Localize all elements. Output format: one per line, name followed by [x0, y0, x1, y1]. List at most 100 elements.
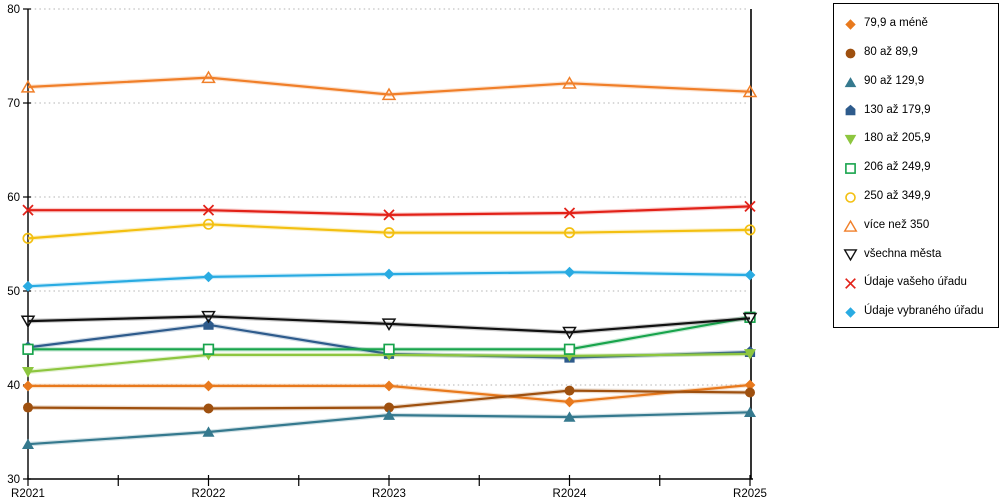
triangle-down-marker-icon: [201, 310, 216, 324]
legend-label: více než 350: [864, 218, 930, 231]
circle-marker-icon: [384, 402, 394, 413]
pentagon-marker-icon: [203, 318, 214, 330]
legend-label: 130 až 179,9: [864, 103, 931, 116]
diamond-marker-icon: [22, 380, 34, 392]
triangle-down-marker-icon: [562, 326, 577, 340]
triangle-up-marker-icon: [383, 409, 395, 420]
series-80-a-89-9: [23, 385, 755, 414]
triangle-up-legend-icon: [844, 76, 857, 87]
square-marker-icon: [202, 343, 215, 355]
circle-marker-icon: [563, 227, 576, 239]
diamond-marker-icon: [203, 380, 214, 392]
series-90-a-129-9: [22, 406, 756, 450]
square-marker-icon: [383, 343, 395, 355]
legend-label: Údaje vašeho úřadu: [864, 276, 967, 289]
circle-marker-icon: [23, 402, 33, 413]
chart-legend: 79,9 a méně 80 až 89,9 90 až 129,9 130 až 1…: [833, 3, 999, 328]
triangle-up-marker-icon: [22, 438, 34, 450]
triangle-up-marker-icon: [20, 79, 36, 93]
x-tick-label: R2024: [553, 488, 587, 500]
series-line: [27, 223, 751, 240]
circle-marker-icon: [383, 227, 395, 239]
triangle-down-marker-icon: [22, 367, 34, 378]
diamond-marker-icon: [22, 280, 34, 292]
circle-marker-icon: [203, 403, 214, 414]
y-tick-label: 40: [7, 380, 20, 392]
legend-item-79-9-a-m-n-: 79,9 a méně: [834, 10, 998, 39]
x-tick-label: R2021: [11, 488, 45, 500]
legend-label: 180 až 205,9: [864, 132, 931, 145]
circle-legend-icon: [845, 48, 856, 59]
triangle-up-marker-icon: [742, 84, 758, 98]
diamond-marker-icon: [744, 269, 756, 281]
circle-marker-icon: [22, 232, 34, 244]
series--daje-vybran-ho-adu: [22, 266, 756, 292]
legend-label: 250 až 349,9: [864, 190, 931, 203]
legend-item-250-a-349-9: 250 až 349,9: [834, 183, 998, 212]
series-line: [27, 76, 751, 96]
diamond-legend-icon: [845, 19, 856, 30]
legend-label: všechna města: [864, 247, 942, 260]
axes: 30 40 50 60 70 80 R2021 R2022 R2023 R2024 R2025: [7, 4, 767, 500]
series-250-a-349-9: [22, 218, 756, 244]
legend-item-130-a-179-9: 130 až 179,9: [834, 96, 998, 125]
triangle-up-marker-icon: [744, 406, 756, 418]
legend-item-206-a-249-9: 206 až 249,9: [834, 154, 998, 183]
x-cross-legend-icon: [845, 278, 856, 290]
circle-marker-icon: [744, 224, 756, 236]
series--daje-va-eho-adu: [22, 200, 756, 221]
y-tick-label: 30: [7, 474, 20, 486]
triangle-down-marker-icon: [742, 312, 758, 326]
series-line: [27, 315, 751, 334]
legend-label: Údaje vybraného úřadu: [864, 305, 984, 318]
x-cross-marker-icon: [202, 204, 215, 216]
x-tick-label: R2025: [733, 488, 767, 500]
triangle-down-marker-icon: [744, 349, 756, 360]
legend-item--daje-vybran-ho-adu: Údaje vybraného úřadu: [834, 298, 998, 327]
triangle-up-marker-icon: [202, 426, 215, 437]
triangle-up-marker-icon: [562, 76, 577, 89]
diamond-legend-icon: [845, 307, 856, 318]
circle-legend-icon: [845, 191, 856, 203]
triangle-down-marker-icon: [381, 318, 397, 332]
legend-item-v-echna-m-sta: všechna města: [834, 241, 998, 270]
legend-label: 206 až 249,9: [864, 161, 931, 174]
x-cross-marker-icon: [22, 204, 34, 216]
triangle-down-legend-icon: [843, 249, 858, 262]
y-tick-label: 50: [7, 286, 20, 298]
triangle-up-marker-icon: [381, 87, 397, 101]
legend-item-80-a-89-9: 80 až 89,9: [834, 39, 998, 68]
diamond-marker-icon: [383, 380, 395, 392]
legend-item--daje-va-eho-adu: Údaje vašeho úřadu: [834, 269, 998, 298]
triangle-down-legend-icon: [844, 135, 857, 146]
x-tick-label: R2022: [192, 488, 226, 500]
diamond-marker-icon: [564, 396, 575, 408]
circle-marker-icon: [202, 218, 215, 230]
circle-marker-icon: [745, 387, 755, 398]
x-tick-label: R2023: [372, 488, 406, 500]
triangle-up-marker-icon: [201, 70, 216, 84]
series-v-ce-ne-350: [20, 70, 758, 101]
x-cross-marker-icon: [383, 209, 395, 221]
y-tick-label: 70: [7, 98, 20, 110]
triangle-down-marker-icon: [20, 315, 36, 329]
pentagon-legend-icon: [845, 105, 856, 116]
legend-label: 80 až 89,9: [864, 45, 918, 58]
y-tick-label: 60: [7, 192, 20, 204]
diamond-marker-icon: [744, 379, 756, 391]
square-marker-icon: [22, 343, 34, 355]
circle-marker-icon: [564, 385, 575, 396]
diamond-marker-icon: [383, 268, 395, 280]
x-cross-marker-icon: [744, 200, 756, 213]
triangle-up-legend-icon: [843, 219, 858, 232]
series-79-9-a-m-n-: [22, 379, 756, 408]
series-206-a-249-9: [22, 311, 756, 355]
square-marker-icon: [744, 311, 756, 323]
square-marker-icon: [563, 343, 576, 355]
x-cross-marker-icon: [563, 207, 576, 219]
legend-item-180-a-205-9: 180 až 205,9: [834, 125, 998, 154]
legend-label: 79,9 a méně: [864, 17, 928, 30]
square-legend-icon: [845, 163, 856, 174]
